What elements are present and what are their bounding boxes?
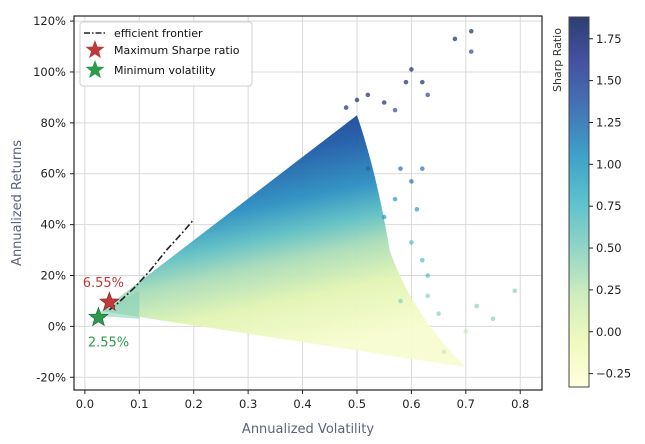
outlier-point bbox=[463, 329, 469, 334]
colorbar-tick-label: 0.25 bbox=[596, 283, 622, 297]
y-axis-title: Annualized Returns bbox=[10, 140, 25, 266]
outlier-point bbox=[398, 298, 403, 304]
colorbar-frame bbox=[568, 16, 590, 388]
x-tick-label: 0.0 bbox=[76, 397, 94, 411]
portfolio-cloud-body bbox=[101, 115, 466, 368]
x-tick-label: 0.6 bbox=[402, 397, 420, 411]
outlier-point bbox=[425, 92, 431, 98]
colorbar-tick-label: 1.50 bbox=[596, 74, 622, 88]
legend-max-sharpe-star bbox=[85, 40, 105, 59]
outlier-point bbox=[468, 28, 474, 34]
y-tick-label: 20% bbox=[40, 269, 66, 283]
x-tick-label: 0.1 bbox=[130, 397, 148, 411]
y-axis: -20% 0% 20% 40% 60% 80% 100% 120% bbox=[33, 14, 74, 384]
max-sharpe-star bbox=[99, 291, 120, 312]
outlier-point bbox=[425, 293, 431, 299]
outlier-point bbox=[365, 166, 371, 171]
outlier-point bbox=[409, 67, 414, 72]
outlier-point bbox=[409, 240, 414, 245]
outlier-point bbox=[409, 179, 414, 184]
colorbar-tick-label: 0.50 bbox=[596, 241, 622, 255]
x-axis: 0.0 0.1 0.2 0.3 0.4 0.5 0.6 0.7 0.8 bbox=[76, 390, 529, 411]
outlier-point bbox=[425, 273, 431, 278]
y-tick-label: 60% bbox=[40, 167, 66, 181]
outlier-point bbox=[436, 311, 441, 316]
colorbar-tick-label: 0.75 bbox=[596, 199, 622, 213]
legend-box bbox=[79, 21, 253, 87]
portfolio-cloud bbox=[101, 115, 466, 368]
colorbar-tick-label: 0.00 bbox=[596, 325, 622, 339]
outlier-point bbox=[452, 36, 458, 42]
outlier-point bbox=[365, 92, 371, 98]
colorbar bbox=[569, 17, 589, 387]
outlier-point bbox=[403, 79, 409, 85]
legend: efficient frontier Maximum Sharpe ratio … bbox=[79, 21, 253, 87]
x-tick-label: 0.8 bbox=[511, 397, 529, 411]
legend-min-volatility-star bbox=[85, 60, 105, 79]
colorbar-tick-label: 1.75 bbox=[596, 32, 622, 46]
y-tick-label: -20% bbox=[36, 370, 66, 384]
plot-frame bbox=[73, 15, 543, 391]
y-tick-label: 0% bbox=[48, 319, 66, 333]
portfolio-outliers bbox=[343, 28, 518, 355]
x-tick-label: 0.7 bbox=[457, 397, 475, 411]
outlier-point bbox=[474, 303, 479, 309]
outlier-point bbox=[392, 107, 398, 113]
colorbar-ticks: −0.25 0.00 0.25 0.50 0.75 1.00 1.25 1.50 1.75 bbox=[589, 32, 631, 381]
colorbar-tick-label: −0.25 bbox=[596, 367, 631, 381]
colorbar-tick-label: 1.00 bbox=[596, 157, 622, 171]
x-tick-label: 0.4 bbox=[293, 397, 311, 411]
outlier-point bbox=[468, 49, 474, 54]
outlier-point bbox=[354, 97, 360, 103]
outlier-point bbox=[490, 316, 496, 322]
y-tick-label: 80% bbox=[40, 116, 66, 130]
legend-max-sharpe-label: Maximum Sharpe ratio bbox=[114, 44, 240, 57]
outlier-point bbox=[512, 288, 518, 294]
legend-frontier-label: efficient frontier bbox=[114, 27, 203, 40]
max-sharpe-label: 6.55% bbox=[83, 276, 124, 291]
efficient-frontier-line bbox=[108, 219, 195, 311]
outlier-point bbox=[398, 166, 403, 171]
outlier-point bbox=[419, 166, 425, 171]
y-tick-label: 120% bbox=[33, 14, 66, 28]
x-axis-title: Annualized Volatility bbox=[242, 422, 374, 437]
outlier-point bbox=[343, 105, 349, 110]
min-volatility-star bbox=[88, 306, 109, 327]
legend-min-volatility-label: Minimum volatility bbox=[114, 64, 216, 77]
y-tick-label: 40% bbox=[40, 218, 66, 232]
outlier-point bbox=[414, 207, 420, 212]
colorbar-tick-label: 1.25 bbox=[596, 115, 622, 129]
y-tick-label: 100% bbox=[33, 65, 66, 79]
min-volatility-label: 2.55% bbox=[88, 335, 129, 350]
x-tick-label: 0.3 bbox=[239, 397, 257, 411]
outlier-point bbox=[441, 349, 447, 355]
outlier-point bbox=[419, 79, 425, 85]
colorbar-title: Sharp Ratio bbox=[551, 28, 564, 92]
x-tick-label: 0.2 bbox=[185, 397, 203, 411]
portfolio-cloud-apex bbox=[101, 290, 140, 319]
outlier-point bbox=[381, 100, 387, 105]
outlier-point bbox=[419, 257, 425, 263]
outlier-point bbox=[381, 214, 387, 220]
outlier-point bbox=[392, 196, 398, 202]
x-tick-label: 0.5 bbox=[348, 397, 366, 411]
